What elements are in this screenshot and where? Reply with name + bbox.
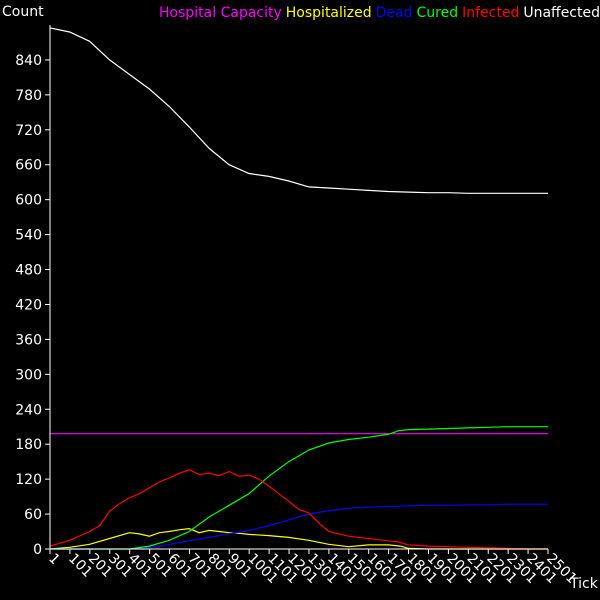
y-tick-label: 0: [33, 542, 42, 558]
legend-entry-unaffected: Unaffected: [523, 5, 600, 21]
y-tick-label: 660: [15, 158, 42, 174]
series-line-cured: [50, 426, 548, 550]
y-tick-label: 180: [15, 437, 42, 453]
y-tick-label: 120: [15, 472, 42, 488]
series-group: [49, 27, 548, 550]
series-line-dead: [50, 503, 548, 550]
y-tick-label: 300: [15, 367, 42, 383]
y-tick-label: 240: [15, 402, 42, 418]
y-tick-label: 480: [15, 263, 42, 279]
series-line-infected: [49, 469, 548, 550]
y-tick-label: 840: [15, 53, 42, 69]
legend-entry-hospital-capacity: Hospital Capacity: [159, 5, 282, 21]
y-tick-label: 780: [15, 88, 42, 104]
y-tick-label: 420: [15, 297, 42, 313]
legend-entry-dead: Dead: [376, 5, 413, 21]
legend-entry-hospitalized: Hospitalized: [286, 5, 372, 21]
legend-entry-infected: Infected: [462, 5, 519, 21]
legend-entry-cured: Cured: [417, 5, 459, 21]
y-tick-label: 540: [15, 228, 42, 244]
y-tick-label: 360: [15, 332, 42, 348]
y-tick-label: 600: [15, 193, 42, 209]
series-line-hospitalized: [49, 527, 548, 550]
y-axis: 0 60 120 180 240 300 360 420 480 540 600 660 720 780 8…: [15, 53, 50, 558]
x-axis-title: Tick: [569, 576, 599, 592]
y-tick-label: 720: [15, 123, 42, 139]
y-tick-label: 60: [24, 507, 42, 523]
y-axis-title: Count: [2, 4, 44, 20]
series-line-unaffected: [49, 27, 548, 194]
legend: UnaffectedInfectedCuredDeadHospitalizedH…: [159, 5, 600, 21]
